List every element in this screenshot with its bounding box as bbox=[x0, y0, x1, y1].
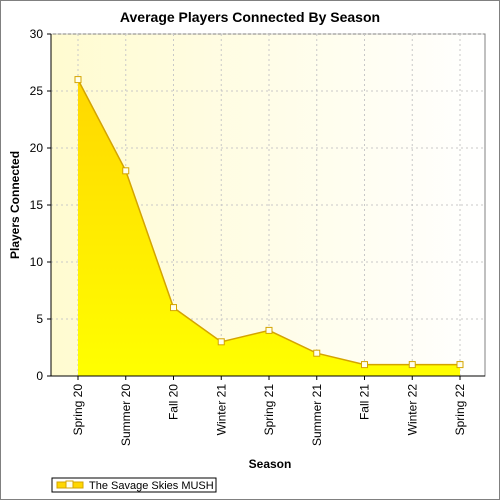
x-tick-label: Summer 20 bbox=[119, 384, 133, 446]
x-tick-label: Winter 21 bbox=[214, 384, 228, 436]
data-point-fall-20 bbox=[170, 304, 177, 312]
y-tick-labels: 0 5 10 15 20 25 30 bbox=[30, 27, 44, 383]
y-axis-label: Players Connected bbox=[8, 151, 22, 259]
legend: The Savage Skies MUSH bbox=[51, 477, 217, 493]
data-point-summer-20 bbox=[122, 167, 130, 175]
x-tick-label: Winter 22 bbox=[405, 384, 419, 436]
x-axis-label: Season bbox=[249, 457, 292, 471]
y-tick-label: 15 bbox=[30, 198, 44, 212]
data-point-fall-21 bbox=[361, 361, 368, 369]
data-point-summer-21 bbox=[313, 349, 321, 357]
data-point-spring-21 bbox=[265, 326, 273, 334]
x-tick-labels: Spring 20 Summer 20 Fall 20 Winter 21 Spring… bbox=[71, 384, 467, 446]
data-point-winter-22 bbox=[408, 361, 416, 369]
series-area-fill bbox=[78, 79, 460, 376]
legend-marker-icon bbox=[65, 480, 74, 489]
x-tick-label: Fall 20 bbox=[167, 384, 181, 420]
data-point-spring-22 bbox=[456, 361, 464, 369]
y-tick-label: 25 bbox=[30, 84, 44, 98]
y-tick-label: 20 bbox=[30, 141, 44, 155]
data-point-winter-21 bbox=[217, 338, 225, 346]
x-tick-label: Spring 20 bbox=[71, 384, 85, 436]
x-tick-label: Summer 21 bbox=[310, 384, 324, 446]
axes bbox=[47, 33, 485, 380]
series-points bbox=[74, 76, 464, 369]
x-tick-label: Fall 21 bbox=[358, 384, 372, 420]
y-tick-label: 10 bbox=[30, 255, 44, 269]
y-tick-label: 0 bbox=[36, 369, 43, 383]
y-tick-label: 5 bbox=[36, 312, 43, 326]
legend-label: The Savage Skies MUSH bbox=[89, 480, 214, 492]
y-tick-label: 30 bbox=[30, 27, 44, 41]
x-tick-label: Spring 21 bbox=[262, 384, 276, 436]
x-tick-label: Spring 22 bbox=[453, 384, 467, 436]
data-point-spring-20 bbox=[74, 76, 82, 84]
chart-title: Average Players Connected By Season bbox=[120, 9, 380, 25]
